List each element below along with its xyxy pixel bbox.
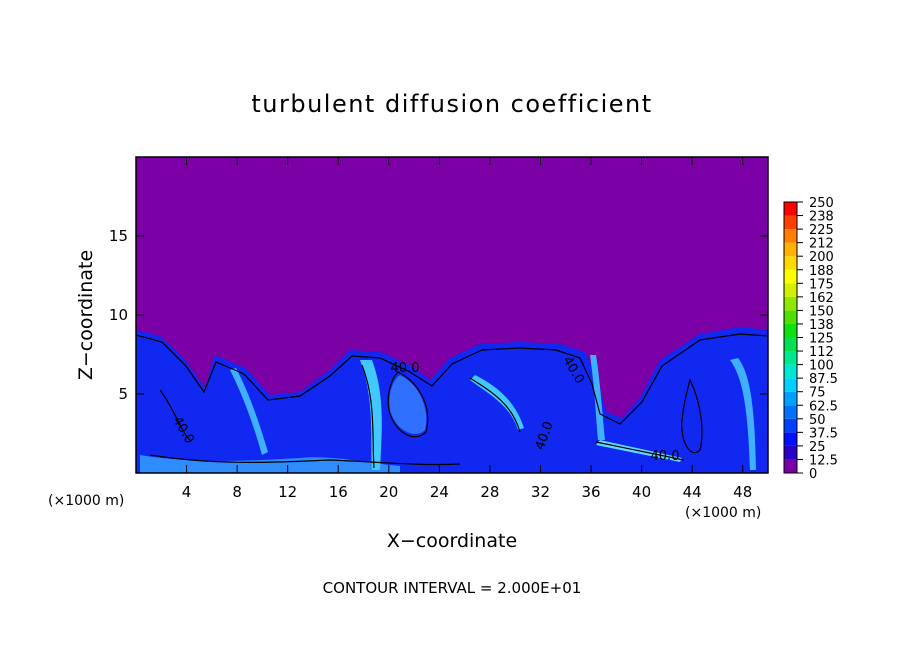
x-tick-label: 36 — [581, 483, 600, 501]
x-tick-label: 8 — [232, 483, 242, 501]
colorbar-bin — [784, 256, 797, 270]
colorbar-bin — [784, 283, 797, 297]
colorbar-label: 87.5 — [809, 372, 838, 387]
colorbar-bin — [784, 445, 797, 460]
x-tick-label: 44 — [683, 483, 702, 501]
colorbar-label: 0 — [809, 467, 817, 482]
colorbar-bin — [784, 296, 797, 311]
colorbar-bin — [784, 242, 797, 257]
x-tick-label: 48 — [733, 483, 752, 501]
colorbar-bin — [784, 405, 797, 419]
colorbar-label: 37.5 — [809, 426, 838, 441]
colorbar-label: 75 — [809, 386, 826, 401]
field-streak — [470, 375, 524, 430]
x-tick-label: 32 — [531, 483, 550, 501]
x-tick-label: 4 — [182, 483, 192, 501]
colorbar-label: 250 — [809, 196, 834, 211]
colorbar-label: 212 — [809, 237, 834, 252]
colorbar-label: 225 — [809, 223, 834, 238]
colorbar-bin — [784, 432, 797, 446]
x-axis-label: X−coordinate — [387, 530, 517, 552]
colorbar-bin — [784, 310, 797, 324]
x-tick-label: 16 — [329, 483, 348, 501]
colorbar-label: 138 — [809, 318, 834, 333]
field-streak — [389, 375, 427, 434]
x-unit-label: (×1000 m) — [685, 505, 761, 521]
x-tick-label: 28 — [480, 483, 499, 501]
colorbar-bin — [784, 269, 797, 284]
turbulent-region — [136, 327, 768, 473]
chart-title: turbulent diffusion coefficient — [251, 90, 652, 118]
colorbar-label: 50 — [809, 413, 826, 428]
colorbar-bin — [784, 418, 797, 433]
contour-lines — [135, 333, 769, 469]
field-streak — [730, 358, 756, 470]
x-tick-label: 40 — [632, 483, 651, 501]
field-streak — [230, 368, 268, 455]
field-streak — [140, 455, 400, 473]
contour-label: 40.0 — [391, 361, 420, 376]
x-tick-label: 12 — [278, 483, 297, 501]
colorbar-label: 175 — [809, 277, 834, 292]
colorbar-bin — [784, 391, 797, 406]
colorbar-bin — [784, 364, 797, 379]
colorbar-label: 12.5 — [809, 453, 838, 468]
colorbar-bin — [784, 378, 797, 392]
colorbar-label: 100 — [809, 359, 834, 374]
field — [135, 157, 769, 473]
x-unit-label: (×1000 m) — [48, 493, 124, 509]
colorbar-label: 188 — [809, 264, 834, 279]
y-axis-label: Z−coordinate — [75, 250, 97, 380]
colorbar-bin — [784, 229, 797, 243]
colorbar-label: 238 — [809, 210, 834, 225]
colorbar-label: 150 — [809, 304, 834, 319]
colorbar-label: 62.5 — [809, 399, 838, 414]
field-streak — [360, 360, 382, 470]
field-streak — [590, 355, 605, 440]
colorbar-label: 125 — [809, 332, 834, 347]
colorbar-label: 162 — [809, 291, 834, 306]
colorbar-bin — [784, 351, 797, 365]
colorbar-bin — [784, 337, 797, 352]
footer: CONTOUR INTERVAL = 2.000E+01 — [323, 579, 582, 597]
colorbar-label: 25 — [809, 440, 826, 455]
colorbar-bin — [784, 202, 797, 216]
colorbar-label: 112 — [809, 345, 834, 360]
x-tick-label: 20 — [379, 483, 398, 501]
y-tick-label: 10 — [109, 306, 128, 324]
colorbar-bin — [784, 323, 797, 338]
x-tick-label: 24 — [430, 483, 449, 501]
y-tick-label: 5 — [118, 385, 128, 403]
colorbar-bin — [784, 459, 797, 473]
colorbar-label: 200 — [809, 250, 834, 265]
y-tick-label: 15 — [109, 227, 128, 245]
colorbar-bin — [784, 215, 797, 230]
contour-label: 40.0 — [651, 449, 680, 464]
